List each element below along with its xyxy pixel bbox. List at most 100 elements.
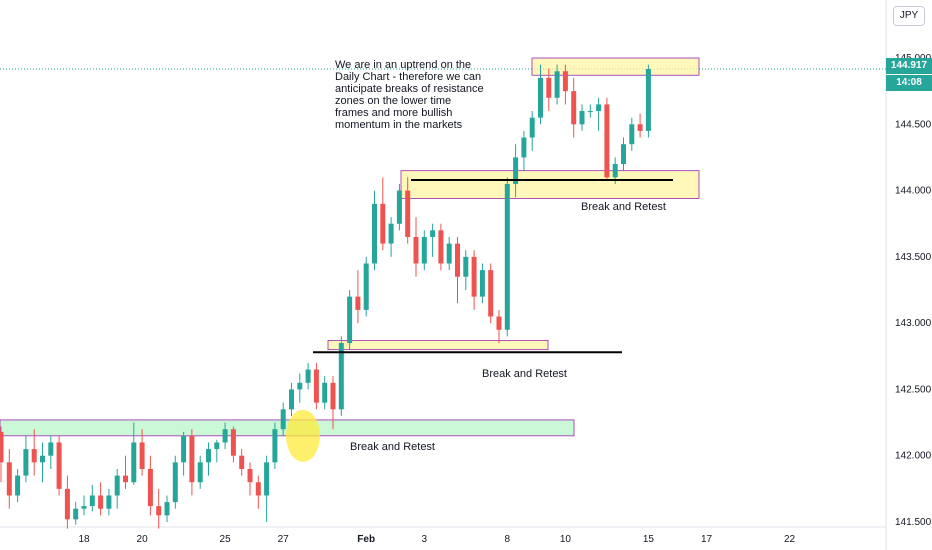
x-tick-label: 3 xyxy=(422,534,428,545)
candle-body xyxy=(538,77,543,118)
candle-body xyxy=(496,316,502,330)
countdown-tag: 14:08 xyxy=(886,75,932,91)
candle-body xyxy=(6,462,12,496)
lines-layer xyxy=(313,178,673,354)
x-tick-label: 27 xyxy=(278,534,290,545)
break-retest-label-3: Break and Retest xyxy=(581,201,666,213)
candle-body xyxy=(488,270,494,317)
candle-body xyxy=(313,369,319,403)
candle-body xyxy=(521,137,527,158)
candle-body xyxy=(164,502,170,516)
candle-body xyxy=(147,468,153,507)
chart-grid xyxy=(0,0,887,550)
candle-body xyxy=(372,203,377,264)
candle-body xyxy=(529,117,535,138)
candle-body xyxy=(596,104,602,112)
y-tick-label: 144.500 xyxy=(895,119,932,130)
y-tick-label: 143.500 xyxy=(895,252,932,263)
y-tick-label: 143.000 xyxy=(895,318,932,329)
candle-body xyxy=(89,495,95,507)
time-axis[interactable]: 18 20 25 27 Feb 3 8 10 15 17 22 xyxy=(78,534,795,545)
candle-body xyxy=(504,183,510,330)
x-tick-label: 15 xyxy=(643,534,655,545)
candle-body xyxy=(64,488,70,520)
candle-body xyxy=(181,435,187,463)
y-tick-label: 141.500 xyxy=(895,517,932,528)
candle-body xyxy=(388,223,394,244)
candle-body xyxy=(131,442,137,483)
candles-layer xyxy=(0,64,651,529)
candle-body xyxy=(81,506,87,509)
candle-body xyxy=(330,382,336,410)
price-axis[interactable]: 145.000144.500144.000143.500143.000142.5… xyxy=(895,53,932,528)
candle-body xyxy=(438,230,444,264)
x-tick-label: 22 xyxy=(784,534,796,545)
zones-layer xyxy=(0,57,700,462)
candle-body xyxy=(123,475,128,483)
candle-body xyxy=(222,429,228,443)
candle-body xyxy=(546,77,552,98)
candle-body xyxy=(305,369,311,383)
candle-body xyxy=(40,455,45,463)
candle-body xyxy=(280,409,286,430)
candle-body xyxy=(579,111,585,125)
candle-body xyxy=(604,104,610,178)
candle-body xyxy=(23,449,29,476)
candle-body xyxy=(471,256,477,297)
candle-body xyxy=(230,429,236,456)
candle-body xyxy=(479,270,485,297)
candle-body xyxy=(629,124,635,145)
candle-body xyxy=(214,442,220,450)
candle-body xyxy=(0,431,4,463)
resistance-zone xyxy=(531,57,700,76)
candle-body xyxy=(239,455,245,469)
candle-body xyxy=(612,164,618,178)
candle-body xyxy=(272,429,278,463)
candle-body xyxy=(621,144,626,165)
break-retest-label-1: Break and Retest xyxy=(350,441,435,453)
candle-body xyxy=(98,495,104,509)
y-tick-label: 144.000 xyxy=(895,186,932,197)
candle-body xyxy=(297,382,303,390)
candle-body xyxy=(446,243,452,264)
candle-body xyxy=(264,462,270,496)
y-tick-label: 142.500 xyxy=(895,384,932,395)
x-tick-label: Feb xyxy=(357,534,375,545)
x-tick-label: 17 xyxy=(701,534,713,545)
candle-body xyxy=(114,475,120,496)
candle-body xyxy=(15,475,21,496)
candle-body xyxy=(637,124,643,131)
analysis-note: We are in an uptrend on the Daily Chart … xyxy=(335,59,484,131)
candle-body xyxy=(554,71,560,98)
candle-body xyxy=(31,449,37,463)
candle-body xyxy=(172,462,178,503)
candle-body xyxy=(338,343,344,410)
currency-button[interactable]: JPY xyxy=(893,6,925,26)
x-tick-label: 8 xyxy=(505,534,511,545)
break-retest-label-2: Break and Retest xyxy=(482,368,567,380)
candle-body xyxy=(587,111,593,113)
support-zone-2 xyxy=(327,339,549,351)
candle-body xyxy=(48,442,54,456)
candle-body xyxy=(405,190,411,237)
breakout-highlight xyxy=(286,409,320,462)
candle-body xyxy=(413,236,419,264)
candle-body xyxy=(197,462,203,483)
candle-body xyxy=(347,296,353,344)
candle-body xyxy=(189,435,195,483)
candle-body xyxy=(322,382,328,403)
x-tick-label: 10 xyxy=(560,534,572,545)
support-zone-3 xyxy=(400,170,700,199)
candle-body xyxy=(396,190,402,224)
last-price-tag: 144.917 xyxy=(886,58,932,74)
candle-body xyxy=(289,389,294,410)
candle-body xyxy=(562,71,568,92)
candle-body xyxy=(380,203,386,244)
x-tick-label: 25 xyxy=(220,534,232,545)
candle-body xyxy=(106,495,112,509)
candle-body xyxy=(363,263,369,310)
x-tick-label: 18 xyxy=(78,534,90,545)
candle-body xyxy=(247,468,253,483)
candle-body xyxy=(645,69,651,131)
candle-body xyxy=(139,442,145,469)
